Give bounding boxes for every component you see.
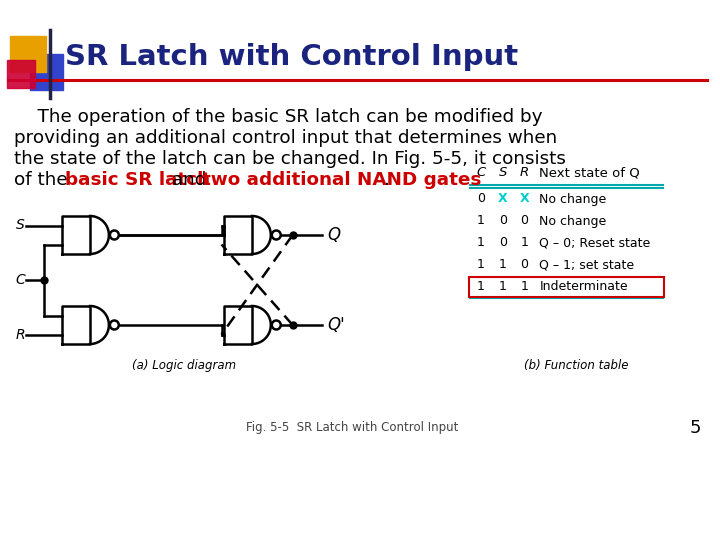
Text: 5: 5 (690, 419, 701, 437)
Bar (30, 54, 63, 90)
Text: 0: 0 (521, 214, 528, 227)
Circle shape (272, 231, 281, 240)
Text: 1: 1 (521, 237, 528, 249)
Text: Fig. 5-5  SR Latch with Control Input: Fig. 5-5 SR Latch with Control Input (246, 422, 459, 435)
Text: No change: No change (539, 214, 607, 227)
Circle shape (272, 321, 281, 329)
Text: 0: 0 (477, 192, 485, 206)
Text: Q – 1; set state: Q – 1; set state (539, 259, 634, 272)
Text: C: C (476, 166, 485, 179)
Text: 0: 0 (521, 259, 528, 272)
Text: .: . (384, 171, 390, 189)
Text: 1: 1 (477, 280, 485, 294)
Text: 1: 1 (499, 259, 507, 272)
Text: 0: 0 (499, 214, 507, 227)
Text: No change: No change (539, 192, 607, 206)
Text: 1: 1 (477, 214, 485, 227)
Text: (b) Function table: (b) Function table (524, 359, 629, 372)
Text: two additional NAND gates: two additional NAND gates (202, 171, 482, 189)
Text: X: X (520, 192, 529, 206)
Text: C: C (16, 273, 26, 287)
Text: S: S (16, 218, 24, 232)
Text: R: R (520, 166, 529, 179)
Text: 1: 1 (521, 280, 528, 294)
Text: Next state of Q: Next state of Q (539, 166, 640, 179)
Text: the state of the latch can be changed. In Fig. 5-5, it consists: the state of the latch can be changed. I… (14, 150, 566, 168)
Text: 1: 1 (477, 237, 485, 249)
Circle shape (110, 321, 119, 329)
Text: S: S (498, 166, 507, 179)
Text: and: and (166, 171, 212, 189)
Bar (469, 277, 664, 297)
Text: SR Latch with Control Input: SR Latch with Control Input (65, 43, 518, 71)
Text: 0: 0 (499, 237, 507, 249)
Circle shape (110, 231, 119, 240)
Text: 1: 1 (477, 259, 485, 272)
Text: X: X (498, 192, 508, 206)
Text: providing an additional control input that determines when: providing an additional control input th… (14, 129, 557, 147)
Text: Indeterminate: Indeterminate (539, 280, 628, 294)
Text: 1: 1 (499, 280, 507, 294)
Text: R: R (16, 328, 25, 342)
Text: Q: Q (328, 226, 341, 244)
Text: of the: of the (14, 171, 73, 189)
Bar (10, 36, 45, 72)
Text: Q – 0; Reset state: Q – 0; Reset state (539, 237, 651, 249)
Text: The operation of the basic SR latch can be modified by: The operation of the basic SR latch can … (14, 108, 542, 126)
Text: (a) Logic diagram: (a) Logic diagram (132, 359, 236, 372)
Bar (7, 60, 35, 88)
Text: Q': Q' (328, 316, 345, 334)
Text: basic SR latch: basic SR latch (65, 171, 210, 189)
